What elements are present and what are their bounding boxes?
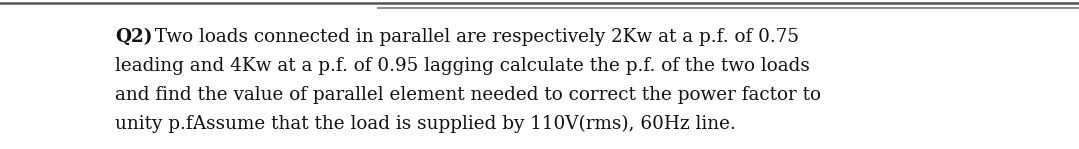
Text: Assume that the load is supplied by 110V(rms), 60Hz line.: Assume that the load is supplied by 110V… bbox=[187, 115, 736, 133]
Text: leading and 4Kw at a p.f. of 0.95 lagging calculate the p.f. of the two loads: leading and 4Kw at a p.f. of 0.95 laggin… bbox=[115, 57, 810, 75]
Text: and find the value of parallel element needed to correct the power factor to: and find the value of parallel element n… bbox=[115, 86, 821, 104]
Text: unity p.f.: unity p.f. bbox=[115, 115, 197, 133]
Text: Q2): Q2) bbox=[115, 28, 152, 46]
Text: Two loads connected in parallel are respectively 2Kw at a p.f. of 0.75: Two loads connected in parallel are resp… bbox=[149, 28, 800, 46]
